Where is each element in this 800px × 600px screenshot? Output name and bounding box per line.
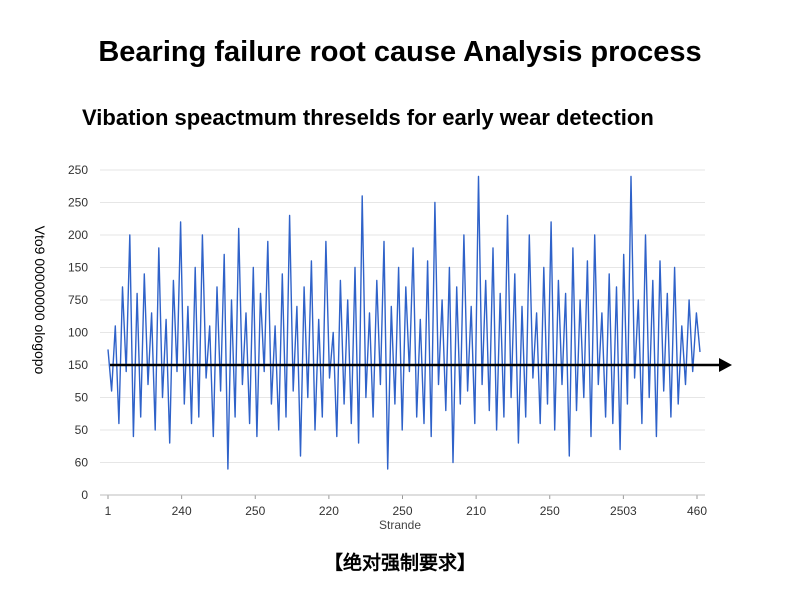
series-line [107,175,701,470]
arrow-head-icon [719,358,732,372]
x-tick-label: 210 [466,504,486,518]
y-axis-ticks: 0 60 50 50 150 100 750 150 200 250 250 [68,163,88,502]
page-title: Bearing failure root cause Analysis proc… [98,36,702,68]
y-tick-label: 60 [75,456,89,470]
x-tick-label: 240 [172,504,192,518]
y-tick-label: 250 [68,163,88,177]
footnote: 【绝对强制要求】 [323,553,476,574]
x-tick-label: 1 [105,504,112,518]
y-tick-label: 50 [75,423,89,437]
y-tick-label: 50 [75,391,89,405]
chart-subtitle: Vibation speactmum threselds for early w… [82,105,654,130]
x-tick-label: 250 [245,504,265,518]
y-tick-label: 150 [68,261,88,275]
y-tick-label: 0 [81,488,88,502]
y-tick-label: 750 [68,293,88,307]
y-axis-label: Vto9 00000000 ologopo [32,225,48,375]
y-tick-label: 200 [68,228,88,242]
y-tick-label: 100 [68,326,88,340]
x-axis-ticks: 1 240 250 220 250 210 250 2503 460 [105,495,707,518]
y-tick-label: 150 [68,358,88,372]
x-tick-label: 460 [687,504,707,518]
x-axis-label: Strande [378,518,422,532]
x-tick-label: 250 [392,504,412,518]
x-tick-label: 250 [540,504,560,518]
x-tick-label: 2503 [610,504,637,518]
y-tick-label: 250 [68,196,88,210]
x-tick-label: 220 [319,504,339,518]
